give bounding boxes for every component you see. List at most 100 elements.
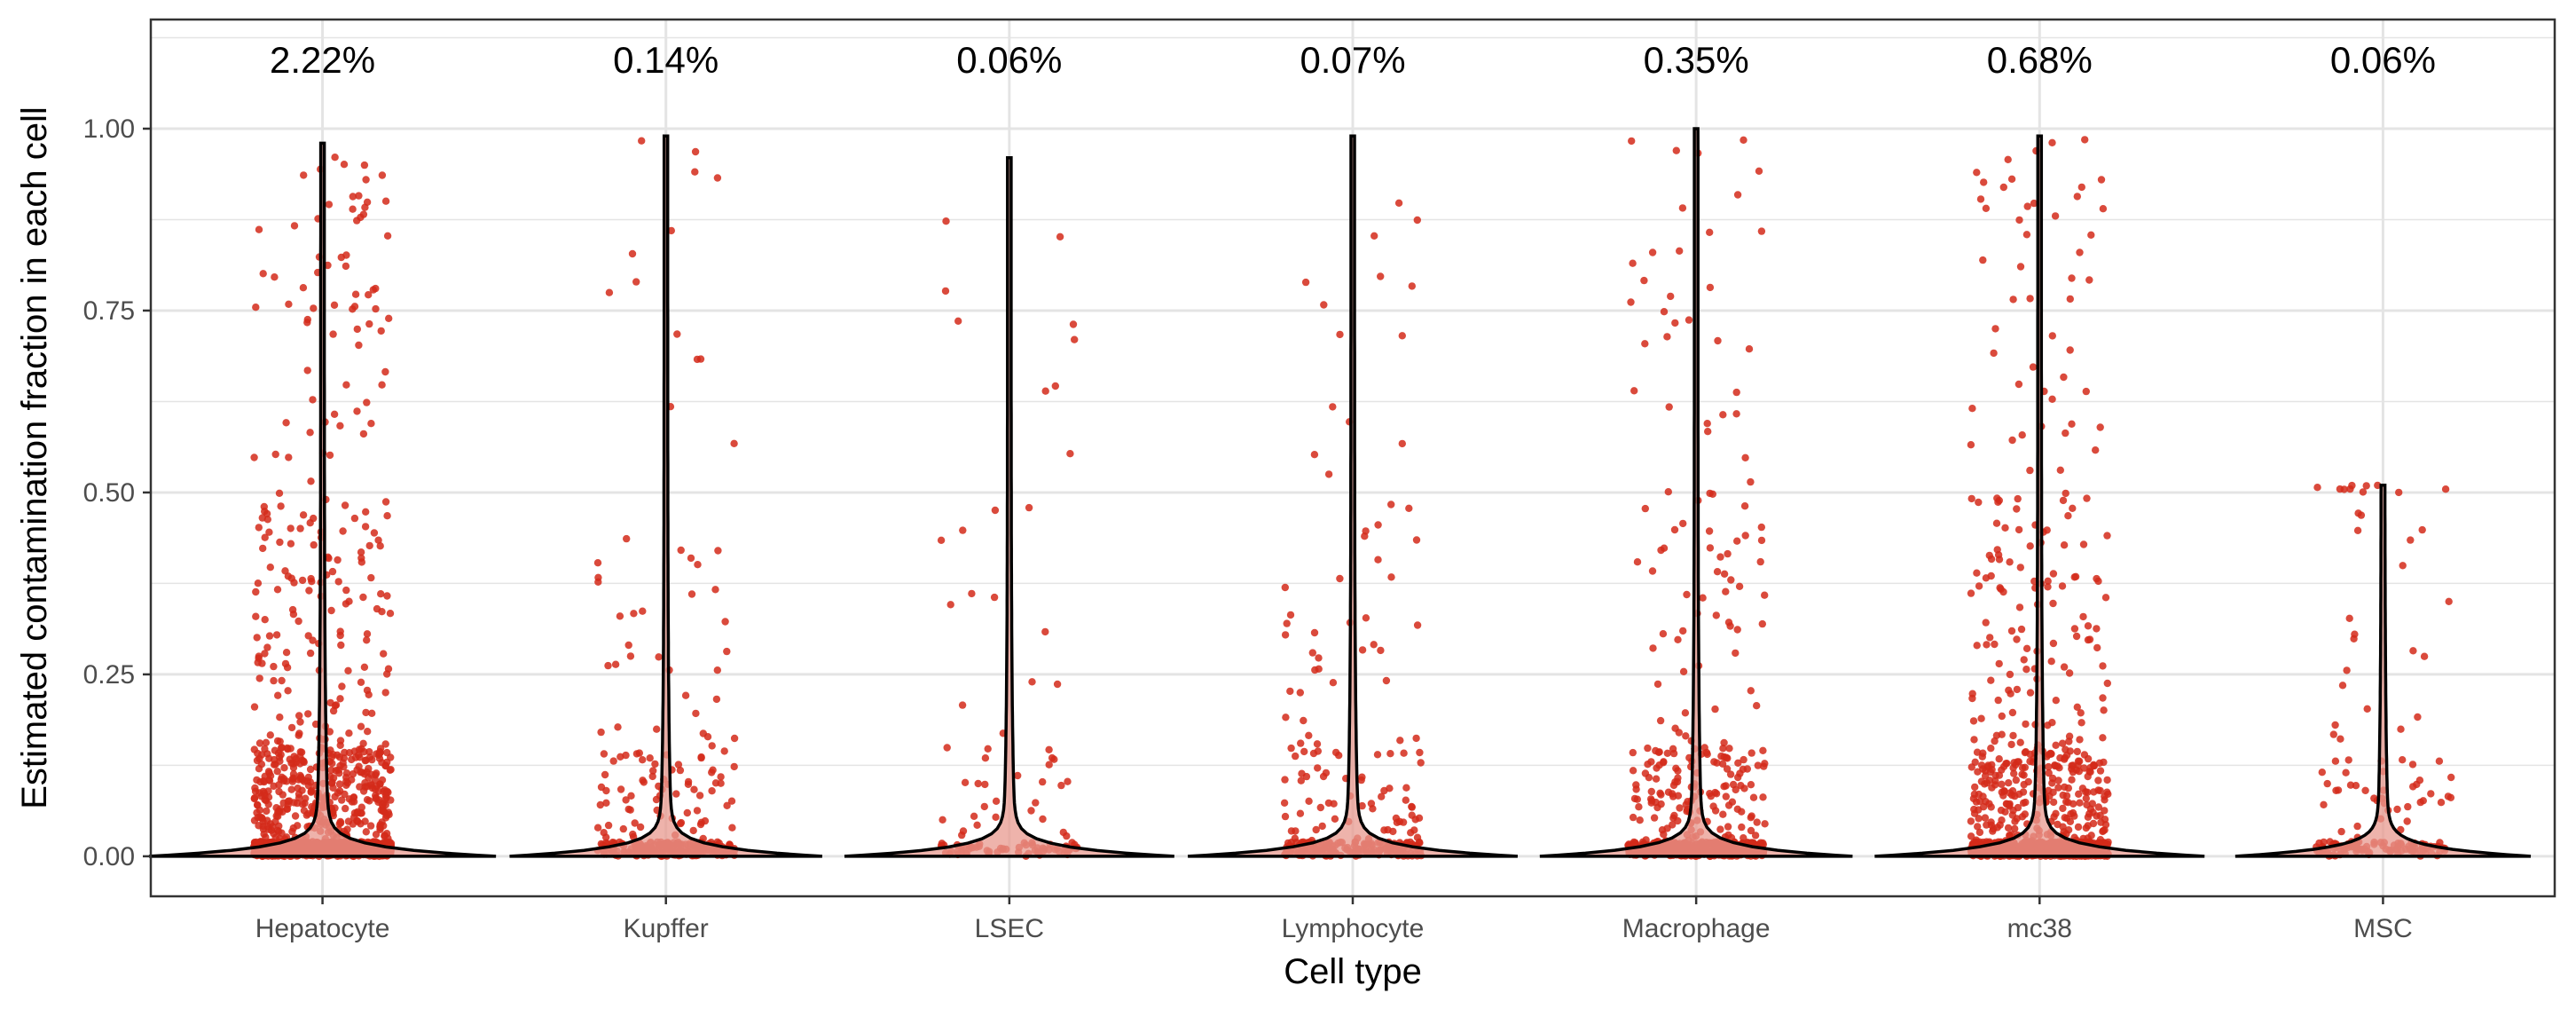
data-point [384,665,393,673]
data-point [362,176,370,184]
data-point [2084,822,2092,830]
data-point [651,760,659,769]
data-point [717,773,725,781]
data-point [271,273,279,281]
data-point [1631,839,1639,847]
data-point [372,304,380,313]
data-point [954,317,962,325]
data-point [357,548,365,556]
data-point [2054,777,2062,784]
data-point [2095,839,2103,847]
data-point [276,713,284,721]
data-point [639,777,647,784]
data-point [2093,625,2101,633]
data-point [253,800,262,809]
data-point [1358,801,1366,810]
data-point [2007,175,2016,183]
data-point [2060,663,2069,671]
data-point [2447,773,2455,782]
data-point [1669,749,1678,758]
data-point [1975,498,1983,507]
data-point [2374,481,2382,490]
data-point [968,589,976,598]
data-point [2351,630,2359,638]
data-point [285,453,293,461]
data-point [1736,769,1744,777]
data-point [1659,630,1668,638]
data-point [1627,298,1635,306]
data-point [365,797,373,805]
data-point [252,304,260,311]
data-point [378,381,386,389]
data-point [1048,753,1056,762]
data-point [1316,803,1325,812]
data-point [2017,625,2026,634]
data-point [708,742,716,750]
data-point [361,779,369,787]
data-point [684,780,693,788]
data-point [255,524,263,532]
data-point [2094,777,2102,784]
data-point [2018,764,2027,772]
data-point [355,341,363,350]
data-point [1735,582,1744,590]
data-point [691,168,699,176]
data-point [345,729,353,737]
data-point [2064,512,2072,520]
y-tick-label: 1.00 [83,114,135,144]
data-point [1733,626,1741,634]
data-point [295,731,302,739]
data-point [1045,761,1053,769]
data-point [2340,485,2348,493]
data-point [693,807,702,815]
data-point [2361,786,2369,794]
data-point [381,791,389,800]
data-point [1064,777,1072,785]
data-point [652,795,661,804]
data-point [1629,813,1637,822]
data-point [2077,719,2085,727]
data-point [376,745,385,753]
data-point [614,723,622,731]
data-point [378,800,387,808]
data-point [299,511,308,519]
data-point [2045,762,2053,771]
data-point [2070,625,2079,633]
data-point [330,410,339,418]
data-point [2084,622,2093,630]
data-point [1747,749,1755,757]
data-point [363,636,371,644]
data-point [1392,814,1401,823]
data-point [2052,809,2060,817]
data-point [380,650,388,658]
data-point [672,790,680,798]
data-point [2059,804,2067,813]
data-point [2399,756,2407,764]
data-point [2013,635,2021,643]
data-point [295,617,302,626]
data-point [942,217,950,225]
data-point [2016,564,2024,572]
data-point [1305,797,1313,805]
violin-macrophage [1539,127,1853,858]
data-point [381,498,390,506]
data-point [279,791,287,799]
data-point [1753,702,1761,710]
data-point [359,593,367,602]
data-point [2066,295,2074,304]
data-point [1683,590,1691,599]
data-point [345,749,354,757]
data-point [301,799,309,808]
data-point [1297,739,1305,747]
data-point [1740,502,1749,510]
data-point [335,780,344,788]
data-point [1969,717,1978,725]
data-point [1281,776,1289,784]
data-point [2081,136,2089,144]
data-point [270,830,278,838]
data-point [309,396,317,404]
data-point [1975,815,1983,823]
data-point [381,197,390,205]
data-point [616,612,624,620]
data-point [667,226,675,235]
